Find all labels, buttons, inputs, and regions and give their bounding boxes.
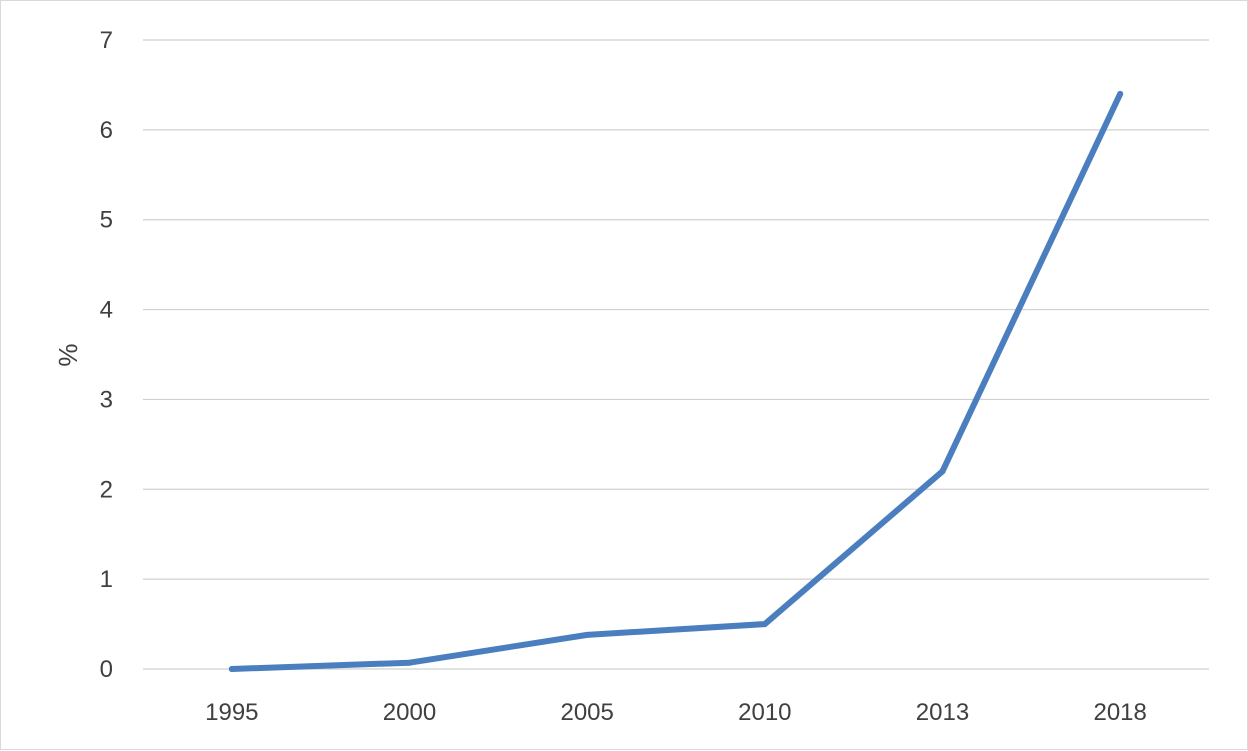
data-point-2013: [939, 468, 946, 475]
gridlines: [143, 39, 1209, 670]
data-point-2000: [406, 659, 413, 666]
y-tick-label-5: 5: [100, 207, 113, 234]
x-tick-label-2005: 2005: [560, 699, 613, 726]
data-point-1995: [228, 666, 235, 672]
y-axis-title: %: [53, 343, 83, 366]
y-tick-label-7: 7: [100, 27, 113, 54]
x-tick-label-2000: 2000: [383, 699, 436, 726]
data-point-2005: [584, 631, 591, 638]
x-tick-label-1995: 1995: [205, 699, 258, 726]
x-tick-label-2018: 2018: [1093, 699, 1146, 726]
series-lines: [228, 90, 1124, 672]
x-axis-tick-labels: 1995 2000 2005 2010 2013 2018: [205, 699, 1147, 726]
y-axis-tick-labels: 0 1 2 3 4 5 6 7: [100, 27, 113, 683]
y-tick-label-1: 1: [100, 566, 113, 593]
y-tick-label-4: 4: [100, 297, 113, 324]
y-tick-label-0: 0: [100, 656, 113, 683]
data-point-2018: [1117, 90, 1124, 97]
data-points: [228, 90, 1124, 672]
y-tick-label-3: 3: [100, 386, 113, 413]
series-line-0: [228, 90, 1124, 672]
x-tick-label-2010: 2010: [738, 699, 791, 726]
y-tick-label-2: 2: [100, 476, 113, 503]
x-tick-label-2013: 2013: [916, 699, 969, 726]
data-point-2010: [761, 621, 768, 628]
y-tick-label-6: 6: [100, 117, 113, 144]
